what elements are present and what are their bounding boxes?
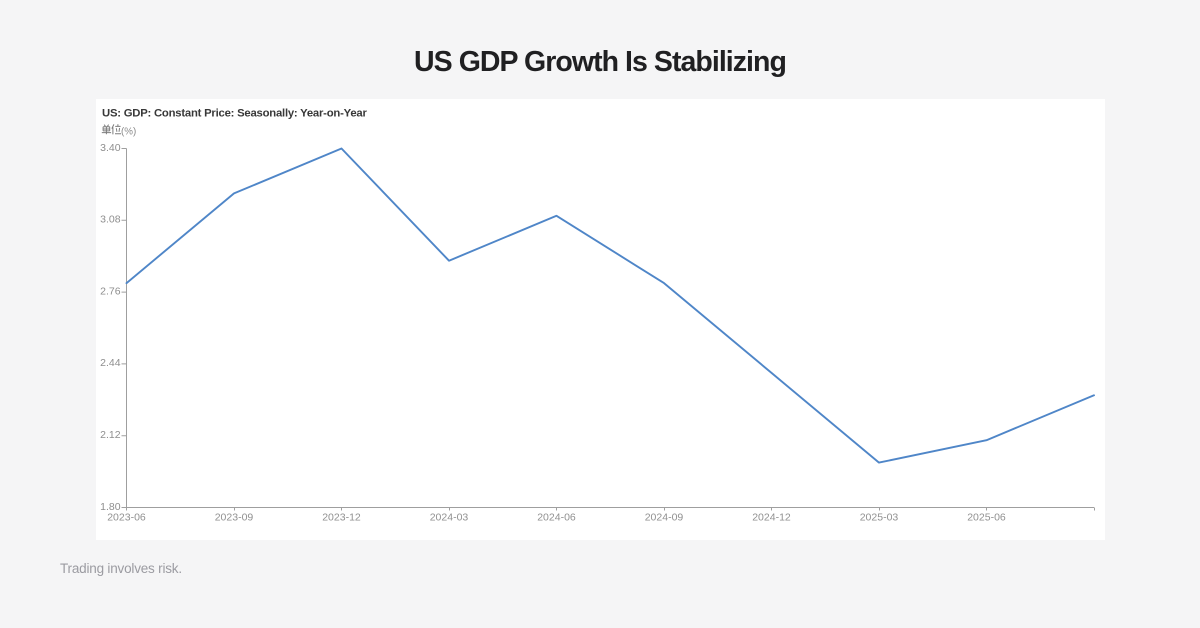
svg-text:2.44: 2.44 — [100, 357, 121, 369]
svg-text:2023-06: 2023-06 — [107, 511, 146, 523]
svg-text:2023-12: 2023-12 — [322, 511, 361, 523]
svg-text:2024-03: 2024-03 — [430, 511, 469, 523]
svg-text:2.76: 2.76 — [100, 285, 121, 297]
svg-text:(%): (%) — [121, 126, 136, 137]
svg-text:1.80: 1.80 — [100, 501, 121, 513]
svg-text:2.12: 2.12 — [100, 429, 121, 441]
svg-text:3.08: 3.08 — [100, 214, 121, 226]
svg-text:2025-03: 2025-03 — [860, 511, 899, 523]
svg-text:2025-06: 2025-06 — [967, 511, 1006, 523]
svg-text:2024-06: 2024-06 — [537, 511, 576, 523]
svg-text:2023-09: 2023-09 — [215, 511, 254, 523]
svg-text:US: GDP: Constant Price: Seaso: US: GDP: Constant Price: Seasonally: Yea… — [102, 108, 367, 120]
svg-text:2024-12: 2024-12 — [752, 511, 791, 523]
svg-text:2024-09: 2024-09 — [645, 511, 684, 523]
svg-text:3.40: 3.40 — [100, 142, 121, 154]
